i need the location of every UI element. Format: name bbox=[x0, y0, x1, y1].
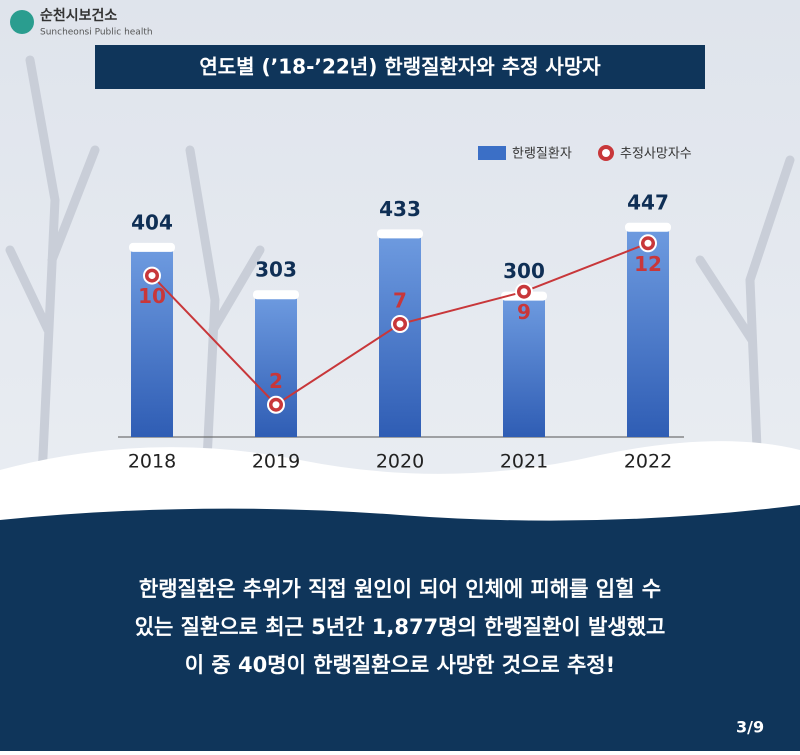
bar bbox=[255, 295, 297, 437]
description-line: 한랭질환은 추위가 직접 원인이 되어 인체에 피해를 입힐 수 bbox=[139, 577, 661, 601]
logo-icon bbox=[10, 10, 34, 34]
line-value-label: 12 bbox=[634, 252, 662, 276]
page-number: 3/9 bbox=[736, 718, 764, 737]
trees bbox=[5, 55, 795, 525]
bar bbox=[627, 227, 669, 437]
x-tick-label: 2019 bbox=[252, 451, 300, 473]
bar-value-label: 447 bbox=[627, 190, 669, 214]
line-value-label: 2 bbox=[269, 369, 283, 393]
x-tick-label: 2021 bbox=[500, 451, 548, 473]
bar bbox=[503, 296, 545, 437]
legend-label: 추정사망자수 bbox=[620, 147, 692, 162]
x-tick-label: 2022 bbox=[624, 451, 672, 473]
bar-snowcap bbox=[625, 222, 671, 232]
bar-value-label: 404 bbox=[131, 210, 173, 234]
x-tick-label: 2018 bbox=[128, 451, 176, 473]
bar-value-label: 433 bbox=[379, 197, 421, 221]
legend-label: 한랭질환자 bbox=[512, 147, 572, 162]
bar-snowcap bbox=[253, 290, 299, 300]
chart-title: 연도별 (’18-’22년) 한랭질환자와 추정 사망자 bbox=[199, 55, 601, 79]
description-line: 이 중 40명이 한랭질환으로 사망한 것으로 추정! bbox=[185, 653, 615, 677]
marker-dot bbox=[520, 288, 528, 296]
marker-dot bbox=[396, 320, 404, 328]
bar-value-label: 300 bbox=[503, 259, 545, 283]
bar-value-label: 303 bbox=[255, 258, 297, 282]
line-value-label: 10 bbox=[138, 284, 166, 308]
bar-snowcap bbox=[129, 242, 175, 252]
description-line: 있는 질환으로 최근 5년간 1,877명의 한랭질환이 발생했고 bbox=[135, 615, 666, 639]
marker-dot bbox=[644, 239, 652, 247]
org-name-en: Suncheonsi Public health bbox=[40, 28, 153, 38]
legend-swatch bbox=[478, 146, 506, 160]
title-box bbox=[95, 45, 705, 89]
legend-swatch bbox=[602, 149, 610, 157]
bottom-panel bbox=[0, 505, 800, 751]
org-name: 순천시보건소 bbox=[40, 7, 117, 24]
marker-dot bbox=[148, 272, 156, 280]
marker-dot bbox=[272, 401, 280, 409]
bar bbox=[379, 234, 421, 437]
line-value-label: 7 bbox=[393, 289, 407, 313]
x-tick-label: 2020 bbox=[376, 451, 424, 473]
bar-snowcap bbox=[377, 229, 423, 239]
line-value-label: 9 bbox=[517, 300, 531, 324]
